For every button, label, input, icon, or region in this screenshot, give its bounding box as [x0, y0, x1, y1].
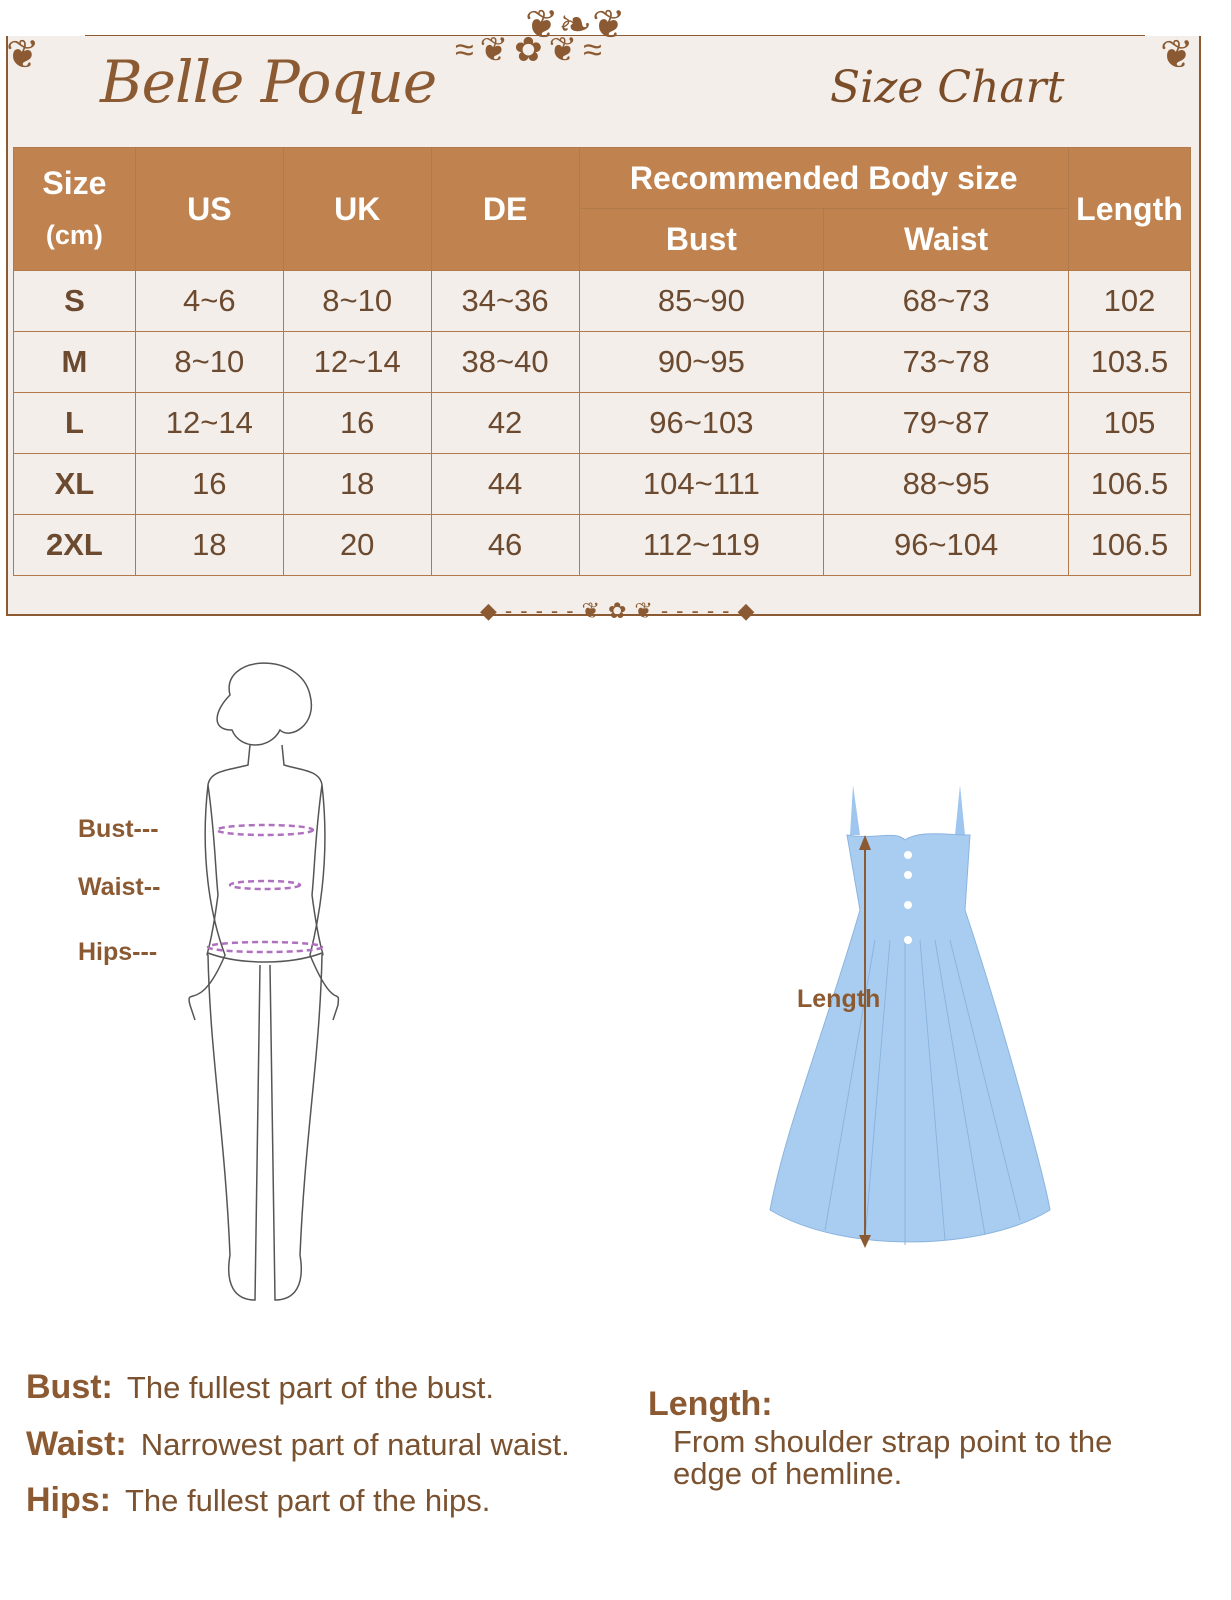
bust-cell: 90~95 — [578, 331, 825, 393]
de-cell: 46 — [430, 514, 580, 576]
de-cell: 44 — [430, 453, 580, 515]
definition-hips: Hips: The fullest part of the hips. — [26, 1481, 490, 1520]
size-cell: S — [13, 270, 136, 332]
bust-cell: 112~119 — [578, 514, 825, 576]
header-size-unit: (cm) — [45, 220, 103, 250]
de-cell: 42 — [430, 392, 580, 454]
waist-measure-line — [228, 879, 302, 891]
hips-measure-line — [206, 940, 324, 954]
waist-cell: 73~78 — [823, 331, 1069, 393]
waist-label: Waist-- — [78, 873, 161, 901]
definition-term: Waist: — [26, 1425, 127, 1463]
length-cell: 103.5 — [1067, 331, 1192, 393]
us-cell: 16 — [134, 453, 284, 515]
bust-measure-line — [215, 823, 315, 837]
header-size-label: Size — [42, 165, 107, 201]
bust-label: Bust--- — [78, 815, 159, 843]
header-uk: UK — [282, 147, 432, 271]
brand-logo: Belle Poque — [100, 48, 437, 116]
length-cell: 102 — [1067, 270, 1192, 332]
length-label: Length — [797, 985, 881, 1013]
waist-cell: 88~95 — [823, 453, 1069, 515]
ornament-top-icon: ❦❧❦ — [525, 3, 626, 47]
uk-cell: 8~10 — [282, 270, 432, 332]
size-cell: L — [13, 392, 136, 454]
table-row: XL 16 18 44 104~111 88~95 106.5 — [13, 453, 1192, 515]
header-size: Size (cm) — [13, 147, 136, 271]
size-cell: 2XL — [13, 514, 136, 576]
header-de: DE — [430, 147, 580, 271]
waist-cell: 68~73 — [823, 270, 1069, 332]
table-row: M 8~10 12~14 38~40 90~95 73~78 103.5 — [13, 331, 1192, 393]
table-row: L 12~14 16 42 96~103 79~87 105 — [13, 392, 1192, 454]
hips-label: Hips--- — [78, 938, 158, 966]
uk-cell: 20 — [282, 514, 432, 576]
header-body-size: Recommended Body size — [578, 147, 1069, 209]
de-cell: 34~36 — [430, 270, 580, 332]
us-cell: 8~10 — [134, 331, 284, 393]
length-cell: 105 — [1067, 392, 1192, 454]
chart-title: Size Chart — [830, 62, 1065, 113]
bust-cell: 96~103 — [578, 392, 825, 454]
size-cell: M — [13, 331, 136, 393]
header-bust: Bust — [578, 208, 825, 271]
size-cell: XL — [13, 453, 136, 515]
size-table: Size (cm) US UK DE Recommended Body size … — [13, 147, 1192, 576]
definition-term: Bust: — [26, 1368, 113, 1406]
bust-cell: 85~90 — [578, 270, 825, 332]
pleat-lines — [824, 939, 1021, 1245]
waist-cell: 79~87 — [823, 392, 1069, 454]
length-cell: 106.5 — [1067, 453, 1192, 515]
dress-image — [769, 785, 1051, 1248]
waist-cell: 96~104 — [823, 514, 1069, 576]
definition-bust: Bust: The fullest part of the bust. — [26, 1368, 494, 1407]
definition-text: The fullest part of the hips. — [125, 1483, 491, 1518]
ornament-bottom-icon: ◆‐‐‐‐‐❦✿❦‐‐‐‐‐◆ — [480, 598, 763, 623]
us-cell: 12~14 — [134, 392, 284, 454]
definition-text: The fullest part of the bust. — [126, 1370, 494, 1405]
definition-term: Hips: — [26, 1481, 111, 1519]
ornament-flourish-icon: ≈❦✿❦≈ — [455, 31, 608, 69]
corner-ornament-right-icon: ❦ — [1160, 33, 1194, 77]
uk-cell: 16 — [282, 392, 432, 454]
uk-cell: 18 — [282, 453, 432, 515]
definition-length: Length: From shoulder strap point to the … — [648, 1385, 1168, 1491]
head-outline — [216, 662, 313, 746]
corner-ornament-left-icon: ❦ — [6, 33, 40, 77]
de-cell: 38~40 — [430, 331, 580, 393]
header-waist: Waist — [823, 208, 1069, 271]
bust-cell: 104~111 — [578, 453, 825, 515]
uk-cell: 12~14 — [282, 331, 432, 393]
header-us: US — [134, 147, 284, 271]
definition-text: Narrowest part of natural waist. — [140, 1427, 570, 1462]
us-cell: 18 — [134, 514, 284, 576]
definition-waist: Waist: Narrowest part of natural waist. — [26, 1425, 570, 1464]
header-length: Length — [1067, 147, 1192, 271]
body-measurement-figure — [188, 662, 340, 1301]
table-row: 2XL 18 20 46 112~119 96~104 106.5 — [13, 514, 1192, 576]
length-cell: 106.5 — [1067, 514, 1192, 576]
us-cell: 4~6 — [134, 270, 284, 332]
definition-text: From shoulder strap point to the edge of… — [673, 1424, 1113, 1491]
table-row: S 4~6 8~10 34~36 85~90 68~73 102 — [13, 270, 1192, 332]
definition-term: Length: — [648, 1385, 773, 1423]
